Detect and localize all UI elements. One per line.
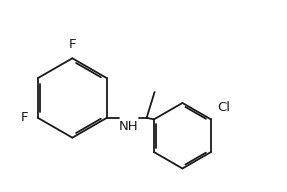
Text: Cl: Cl — [217, 101, 230, 114]
Text: F: F — [69, 38, 76, 51]
Text: NH: NH — [119, 120, 139, 133]
Text: F: F — [20, 111, 28, 124]
